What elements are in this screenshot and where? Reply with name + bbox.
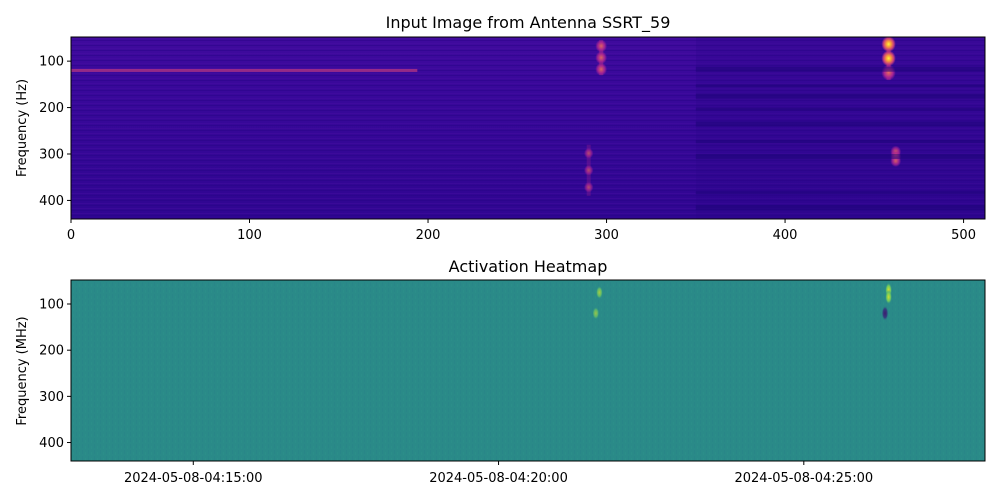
radio-burst [583, 144, 594, 196]
bottom-plot-frame [70, 279, 986, 462]
top-y-tick-label: 200 [39, 101, 64, 116]
radio-burst [881, 37, 896, 81]
activation-heatmap [71, 280, 985, 461]
bottom-x-tick-label: 2024-05-08-04:15:00 [124, 471, 263, 486]
bottom-y-axis-label: Frequency (MHz) [15, 316, 30, 425]
bottom-y-tick-label: 100 [39, 298, 64, 313]
input-image-panel: Input Image from Antenna SSRT_59 100 200 3… [15, 13, 986, 243]
top-y-axis-label: Frequency (Hz) [15, 79, 30, 177]
top-y-tick-label: 100 [39, 55, 64, 70]
top-x-tick-label: 200 [416, 228, 441, 243]
bottom-y-tick-label: 300 [39, 390, 64, 405]
bottom-x-tick-label: 2024-05-08-04:25:00 [734, 471, 873, 486]
bottom-x-tick-label: 2024-05-08-04:20:00 [429, 471, 568, 486]
bottom-chart-title: Activation Heatmap [449, 257, 608, 276]
radio-burst [595, 39, 608, 76]
top-plot-frame [70, 36, 986, 220]
activation-heatmap-panel: Activation Heatmap 100 200 300 400 2024-05-0… [15, 257, 986, 486]
activation-spot [595, 285, 603, 300]
activation-spot [592, 306, 600, 320]
bottom-y-tick-label: 400 [39, 436, 64, 451]
top-y-tick-label: 400 [39, 194, 64, 209]
spectral-line [71, 68, 418, 72]
top-x-tick-label: 100 [237, 228, 262, 243]
top-x-tick-label: 500 [951, 228, 976, 243]
input-spectrogram [71, 37, 985, 219]
bottom-y-tick-label: 200 [39, 344, 64, 359]
top-x-tick-label: 0 [67, 228, 75, 243]
band-structure [695, 66, 985, 211]
top-y-tick-label: 300 [39, 148, 64, 163]
top-x-tick-label: 400 [773, 228, 798, 243]
top-x-tick-label: 300 [594, 228, 619, 243]
top-chart-title: Input Image from Antenna SSRT_59 [386, 13, 671, 33]
activation-spot [881, 305, 889, 321]
activation-spot [885, 289, 893, 305]
